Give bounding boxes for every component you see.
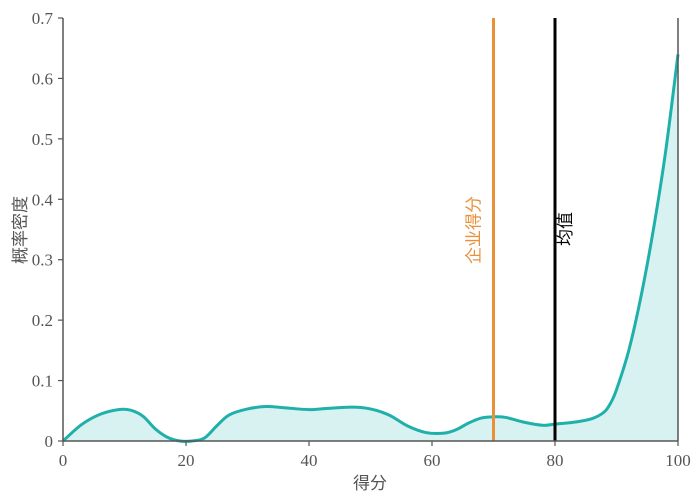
- reference-label-0: 企业得分: [465, 196, 484, 264]
- density-area-fill: [63, 54, 678, 442]
- density-curve: [61, 54, 680, 443]
- y-tick-label: 0.2: [32, 311, 53, 330]
- y-axis-label: 概率密度: [11, 196, 30, 264]
- y-tick-label: 0.4: [32, 190, 54, 209]
- x-tick-label: 0: [59, 451, 68, 470]
- x-tick-label: 100: [665, 451, 691, 470]
- reference-label-1: 均值: [556, 212, 575, 246]
- x-tick-label: 60: [424, 451, 441, 470]
- x-axis-label: 得分: [353, 474, 387, 493]
- x-tick-label: 80: [547, 451, 564, 470]
- y-tick-label: 0.5: [32, 130, 53, 149]
- x-tick-label: 40: [301, 451, 318, 470]
- y-tick-label: 0.6: [32, 69, 53, 88]
- axes: 0 20 40 60 80 100 0 0.1 0.2 0.3 0.4 0.5 0.6 0.7: [32, 9, 691, 470]
- y-tick-label: 0: [45, 432, 54, 451]
- y-tick-label: 0.1: [32, 372, 53, 391]
- y-tick-label: 0.3: [32, 251, 53, 270]
- plot-area: 企业得分 均值: [61, 18, 680, 443]
- y-tick-label: 0.7: [32, 9, 54, 28]
- x-tick-label: 20: [178, 451, 195, 470]
